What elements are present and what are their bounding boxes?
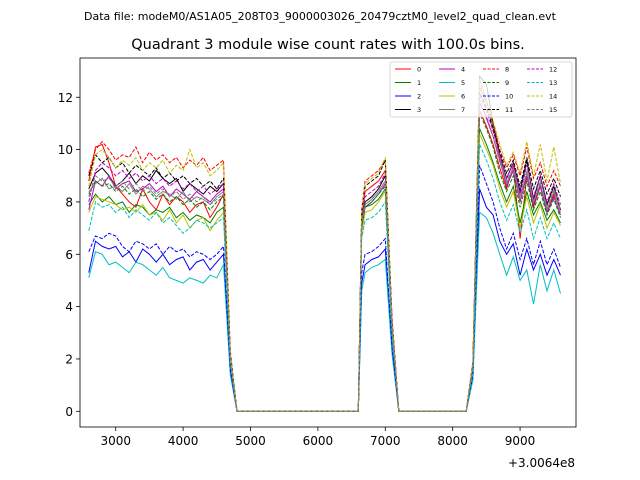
legend-label-2: 2 — [417, 93, 421, 101]
y-tick-label: 4 — [65, 300, 73, 314]
series-line-4 — [89, 103, 561, 412]
chart-title: Quadrant 3 module wise count rates with … — [131, 37, 525, 53]
legend-label-8: 8 — [505, 66, 509, 74]
figure: Data file: modeM0/AS1A05_208T03_90000030… — [0, 0, 640, 480]
series-line-1 — [89, 129, 561, 412]
y-tick-label: 6 — [65, 248, 73, 262]
x-tick-label: 7000 — [370, 434, 401, 448]
y-tick-label: 2 — [65, 352, 73, 366]
x-tick-label: 8000 — [437, 434, 468, 448]
legend-label-7: 7 — [461, 106, 465, 114]
legend-label-13: 13 — [549, 79, 557, 87]
legend-label-3: 3 — [417, 106, 421, 114]
series-layer — [89, 76, 561, 411]
y-axis: 0 2 4 6 8 10 12 — [58, 91, 80, 419]
y-tick-label: 8 — [65, 195, 73, 209]
legend-label-4: 4 — [461, 66, 465, 74]
series-line-13 — [89, 144, 561, 411]
series-line-5 — [89, 212, 561, 411]
series-line-11 — [89, 92, 561, 411]
legend-label-11: 11 — [505, 106, 513, 114]
legend-label-15: 15 — [549, 106, 557, 114]
suptitle: Data file: modeM0/AS1A05_208T03_90000030… — [84, 10, 557, 23]
series-line-2 — [89, 189, 561, 411]
series-line-0 — [89, 110, 561, 411]
x-tick-label: 9000 — [505, 434, 536, 448]
x-axis: 3000 4000 5000 6000 7000 8000 9000 — [100, 427, 535, 448]
legend-label-12: 12 — [549, 66, 557, 74]
x-tick-label: 5000 — [235, 434, 266, 448]
series-line-12 — [89, 95, 561, 412]
series-line-15 — [89, 100, 561, 411]
legend-label-6: 6 — [461, 93, 465, 101]
legend-label-5: 5 — [461, 79, 465, 87]
legend-label-9: 9 — [505, 79, 509, 87]
series-line-6 — [89, 134, 561, 411]
series-line-14 — [89, 84, 561, 411]
legend-label-14: 14 — [549, 93, 557, 101]
legend-label-0: 0 — [417, 66, 421, 74]
y-tick-label: 0 — [65, 405, 73, 419]
x-offset-label: +3.0064e8 — [508, 456, 575, 470]
x-tick-label: 4000 — [168, 434, 199, 448]
y-tick-label: 10 — [58, 143, 73, 157]
legend-label-10: 10 — [505, 93, 513, 101]
y-tick-label: 12 — [58, 91, 73, 105]
x-tick-label: 6000 — [303, 434, 334, 448]
x-tick-label: 3000 — [100, 434, 131, 448]
legend-label-1: 1 — [417, 79, 421, 87]
